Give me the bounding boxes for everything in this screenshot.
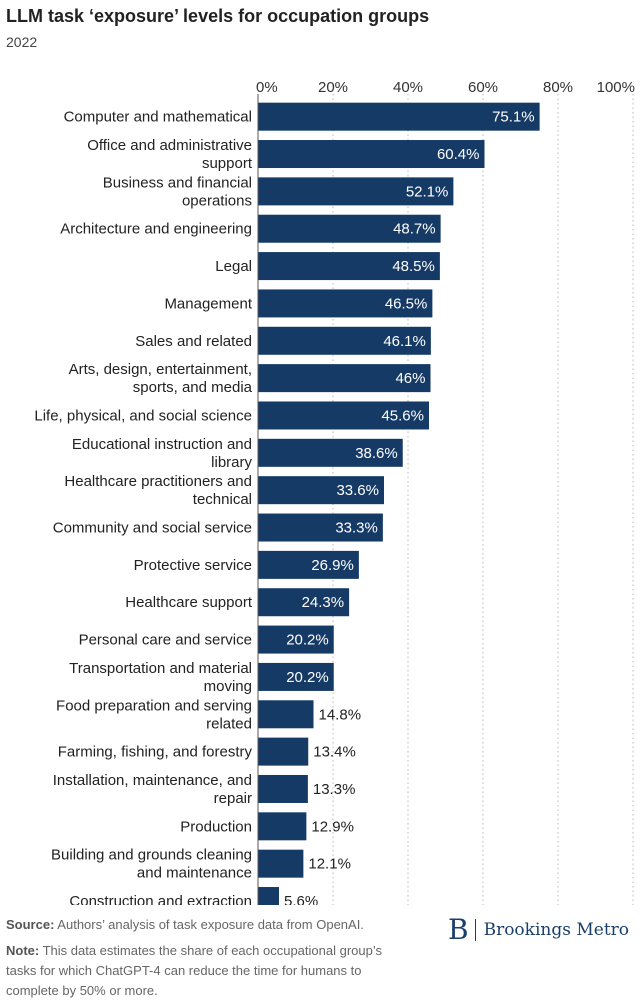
category-label: Office and administrative support xyxy=(87,137,253,172)
category-label: Business and financial operations xyxy=(103,174,252,209)
category-label: Farming, fishing, and forestry xyxy=(58,744,253,761)
value-label: 12.1% xyxy=(308,856,351,873)
logo-mark: B xyxy=(448,913,469,946)
value-label: 46.1% xyxy=(383,333,426,350)
value-label: 14.8% xyxy=(319,706,362,723)
category-label: Installation, maintenance, and repair xyxy=(53,772,252,807)
value-label: 24.3% xyxy=(302,594,345,611)
value-label: 48.5% xyxy=(392,258,435,275)
bar xyxy=(258,438,403,467)
category-label: Protective service xyxy=(134,557,252,574)
value-label: 52.1% xyxy=(406,183,449,200)
bar xyxy=(258,177,454,206)
value-label: 20.2% xyxy=(286,632,329,649)
value-label: 33.3% xyxy=(335,520,378,537)
category-label: Sales and related xyxy=(135,333,252,350)
category-label: Transportation and material moving xyxy=(69,660,252,695)
x-tick-label: 100% xyxy=(597,79,635,96)
bar xyxy=(258,214,441,243)
note-line: Note: This data estimates the share of e… xyxy=(6,943,383,998)
bar xyxy=(258,252,440,281)
bar xyxy=(258,289,433,318)
bar xyxy=(258,700,314,729)
value-label: 13.4% xyxy=(313,744,356,761)
category-label: Community and social service xyxy=(53,520,252,537)
category-label: Food preparation and serving related xyxy=(56,697,252,732)
category-label: Computer and mathematical xyxy=(64,109,252,126)
category-label: Management xyxy=(164,295,252,312)
category-label: Personal care and service xyxy=(79,632,252,649)
x-tick-label: 0% xyxy=(256,79,278,96)
bar xyxy=(258,326,431,355)
bar xyxy=(258,401,429,430)
value-label: 13.3% xyxy=(313,781,356,798)
bar xyxy=(258,476,384,505)
category-label: Arts, design, entertainment, sports, and … xyxy=(69,361,253,396)
category-label: Life, physical, and social science xyxy=(34,407,252,424)
category-label: Building and grounds cleaning and mainten… xyxy=(51,847,252,882)
category-label: Legal xyxy=(215,258,252,275)
bar xyxy=(258,662,334,691)
value-label: 45.6% xyxy=(381,407,424,424)
chart-subtitle: 2022 xyxy=(6,34,38,50)
value-label: 60.4% xyxy=(437,146,480,163)
category-label: Educational instruction and library xyxy=(72,436,253,471)
brookings-metro-logo: B Brookings Metro xyxy=(448,915,634,945)
source-line: Source: Authors’ analysis of task exposu… xyxy=(6,917,364,932)
bar xyxy=(258,364,431,393)
x-tick-label: 20% xyxy=(318,79,348,96)
bar xyxy=(258,812,307,841)
value-label: 48.7% xyxy=(393,221,436,238)
logo-text: Brookings Metro xyxy=(483,920,630,940)
chart-title: LLM task ‘exposure’ levels for occupatio… xyxy=(6,6,430,26)
category-label: Architecture and engineering xyxy=(60,221,252,238)
value-label: 75.1% xyxy=(492,109,535,126)
bar xyxy=(258,774,308,803)
value-label: 5.6% xyxy=(284,893,318,905)
category-label: Construction and extraction xyxy=(69,893,252,905)
footer: Source: Authors’ analysis of task exposu… xyxy=(6,915,406,1007)
bar xyxy=(258,550,359,579)
x-tick-label: 40% xyxy=(393,79,423,96)
x-tick-label: 80% xyxy=(543,79,573,96)
bar xyxy=(258,140,485,169)
logo-divider xyxy=(474,919,476,941)
bar-chart: 0% 20% 40% 60% 80% 100% Computer and mathemati… xyxy=(34,79,635,905)
value-label: 26.9% xyxy=(311,557,354,574)
value-label: 20.2% xyxy=(286,669,329,686)
x-tick-label: 60% xyxy=(468,79,498,96)
value-label: 46% xyxy=(395,370,425,387)
bar xyxy=(258,588,350,617)
bar xyxy=(258,513,383,542)
bar xyxy=(258,737,309,766)
bar xyxy=(258,625,334,654)
bar xyxy=(258,849,304,878)
value-label: 46.5% xyxy=(385,295,428,312)
bar xyxy=(258,887,279,905)
category-label: Healthcare support xyxy=(125,594,253,611)
value-label: 12.9% xyxy=(311,818,354,835)
category-label: Production xyxy=(180,818,252,835)
value-label: 38.6% xyxy=(355,445,398,462)
value-label: 33.6% xyxy=(336,482,379,499)
bar xyxy=(258,102,540,131)
category-label: Healthcare practitioners and technical xyxy=(64,473,252,508)
